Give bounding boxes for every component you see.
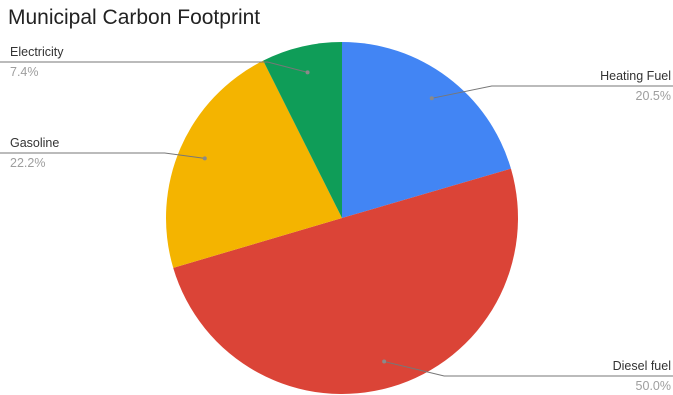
chart-title: Municipal Carbon Footprint <box>8 6 260 29</box>
slice-labels: Heating Fuel 20.5% Diesel fuel 50.0% Gasolin… <box>10 45 671 393</box>
leader-lines <box>0 61 673 377</box>
leader-line-heating-fuel <box>431 85 673 99</box>
pie-slice-gasoline <box>166 60 342 268</box>
leader-line-electricity <box>0 61 308 73</box>
slice-value-heating-fuel: 20.5% <box>636 89 671 103</box>
leader-dot-electricity <box>305 70 310 75</box>
leader-dot-heating-fuel <box>429 96 434 101</box>
pie-slices <box>166 42 518 394</box>
slice-label-heating-fuel: Heating Fuel <box>600 69 671 83</box>
leader-dot-gasoline <box>202 156 207 161</box>
slice-value-gasoline: 22.2% <box>10 156 45 170</box>
leader-line-gasoline <box>0 152 205 159</box>
pie-slice-heating-fuel <box>342 42 511 218</box>
slice-value-diesel-fuel: 50.0% <box>636 379 671 393</box>
slice-value-electricity: 7.4% <box>10 65 39 79</box>
slice-label-electricity: Electricity <box>10 45 64 59</box>
leader-dot-diesel-fuel <box>382 359 387 364</box>
slice-label-gasoline: Gasoline <box>10 136 59 150</box>
slice-label-diesel-fuel: Diesel fuel <box>613 359 671 373</box>
pie-slice-electricity <box>263 42 342 218</box>
pie-slice-diesel-fuel <box>173 168 518 394</box>
leader-line-diesel-fuel <box>384 361 673 377</box>
